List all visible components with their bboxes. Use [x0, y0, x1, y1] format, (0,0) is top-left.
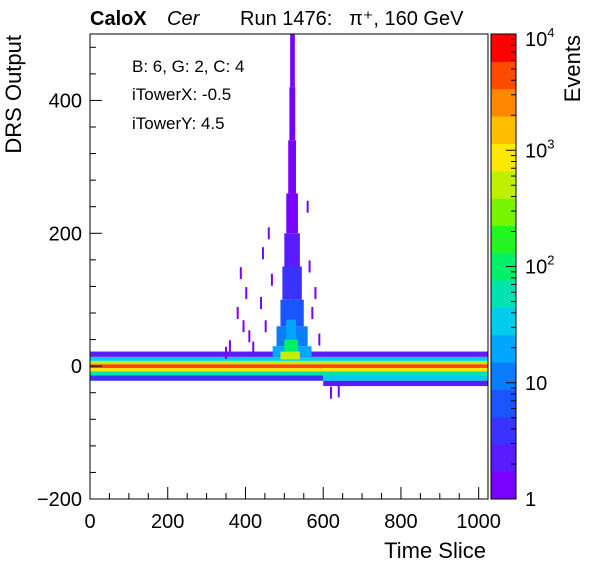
- pulse-band: [289, 87, 296, 141]
- heatmap-cells: [90, 34, 488, 399]
- scatter-hit: [236, 307, 239, 319]
- x-tick-label: 200: [151, 511, 184, 533]
- tower-y-info: iTowerY: 4.5: [132, 114, 225, 133]
- pulse-core-band: [280, 351, 300, 360]
- x-axis-label: Time Slice: [384, 538, 486, 563]
- scatter-hit: [270, 273, 273, 286]
- pulse-core-band: [286, 319, 296, 340]
- scatter-hit: [311, 307, 314, 319]
- header: CaloX Cer Run 1476: π⁺, 160 GeV: [90, 8, 464, 30]
- scatter-hit: [314, 287, 317, 300]
- scatter-hit: [306, 200, 309, 213]
- scatter-hit: [228, 340, 231, 353]
- color-scale-swatch: [491, 61, 516, 90]
- pedestal-band: [90, 360, 488, 365]
- color-scale-swatch: [491, 198, 516, 226]
- pulse-band: [282, 266, 302, 300]
- color-scale-label: Events: [560, 35, 585, 102]
- pedestal-band: [90, 364, 488, 369]
- x-tick-label: 400: [229, 511, 262, 533]
- color-scale: 1 10 102 103 104: [490, 25, 554, 511]
- x-tick-label: 1000: [456, 511, 501, 533]
- tower-x-info: iTowerX: -0.5: [132, 85, 231, 104]
- pulse-band: [290, 34, 295, 88]
- pulse-core-band: [284, 339, 298, 352]
- y-axis-label: DRS Output: [1, 35, 26, 154]
- scatter-hit: [225, 346, 228, 359]
- y-tick-label: 0: [71, 356, 82, 378]
- info-box: B: 6, G: 2, C: 4 iTowerX: -0.5 iTowerY: …: [132, 57, 244, 133]
- scatter-hit: [264, 320, 267, 333]
- color-scale-swatch: [491, 444, 516, 473]
- color-scale-swatch: [491, 416, 516, 445]
- channel-label: Cer: [167, 8, 201, 30]
- scatter-hit: [239, 267, 242, 280]
- color-scale-tick-label: 103: [525, 136, 554, 162]
- scatter-hit: [318, 333, 321, 346]
- color-scale-swatch: [491, 34, 516, 62]
- color-scale-swatch: [491, 225, 516, 254]
- scatter-hit: [242, 320, 245, 333]
- pedestal-band: [323, 375, 488, 381]
- beam-label: π⁺, 160 GeV: [349, 8, 464, 30]
- color-scale-swatch: [491, 307, 516, 336]
- x-tick-label: 0: [84, 511, 95, 533]
- scatter-hit: [248, 330, 251, 343]
- y-tick-label: 200: [49, 223, 82, 245]
- scatter-hit: [337, 385, 340, 398]
- pedestal-band: [323, 380, 488, 387]
- x-axis: 0 200 400 600 800 1000: [84, 487, 501, 533]
- pulse-band: [288, 140, 296, 194]
- pulse-band: [286, 193, 298, 234]
- color-scale-swatch: [491, 116, 516, 144]
- experiment-label: CaloX: [90, 8, 147, 30]
- pedestal-band: [90, 368, 488, 372]
- scatter-hit: [329, 386, 332, 399]
- color-scale-swatch: [491, 334, 516, 363]
- scatter-hit: [261, 247, 264, 260]
- scatter-hit: [252, 341, 255, 354]
- color-scale-swatch: [491, 362, 516, 391]
- x-tick-label: 600: [307, 511, 340, 533]
- color-scale-swatch: [491, 88, 516, 117]
- scatter-hit: [245, 287, 248, 300]
- color-scale-tick-label: 10: [525, 373, 547, 395]
- plot-border: [89, 33, 489, 500]
- x-tick-label: 800: [384, 511, 417, 533]
- color-scale-swatch: [491, 170, 516, 199]
- y-tick-label: 400: [49, 90, 82, 112]
- y-tick-label: −200: [37, 489, 82, 511]
- scatter-hit: [267, 227, 270, 240]
- color-scale-tick-label: 104: [525, 25, 554, 51]
- color-scale-swatch: [491, 471, 516, 500]
- scatter-hit: [308, 260, 311, 273]
- color-scale-tick-label: 1: [525, 489, 536, 511]
- y-axis: −200 0 200 400: [37, 46, 102, 511]
- color-scale-swatch: [491, 143, 516, 172]
- color-scale-tick-label: 102: [525, 253, 554, 279]
- board-info: B: 6, G: 2, C: 4: [132, 57, 244, 76]
- scatter-hit: [260, 297, 263, 310]
- run-label: Run 1476:: [240, 8, 332, 30]
- pedestal-band: [90, 375, 324, 381]
- pulse-band: [284, 233, 300, 267]
- pedestal-band: [90, 371, 488, 376]
